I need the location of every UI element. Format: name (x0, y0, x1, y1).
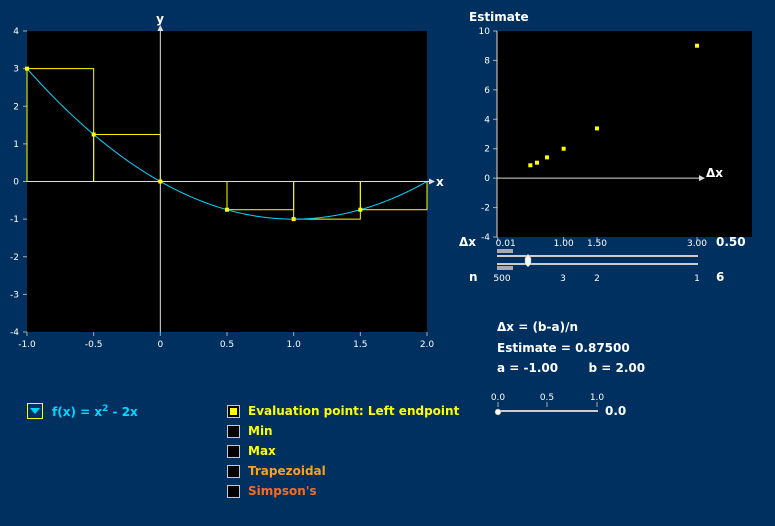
x-tick-label: 0 (157, 340, 163, 350)
eval-tick-label: 0.5 (540, 393, 554, 403)
option-evaluation-point-left-endpoint[interactable]: Evaluation point: Left endpoint (227, 403, 459, 419)
estimate-y-tick-label: 2 (484, 145, 490, 155)
n-tick-label: 1 (694, 274, 700, 284)
estimate-y-tick-label: 10 (479, 27, 491, 37)
y-tick-label: -4 (10, 328, 19, 338)
y-tick-label: -3 (10, 290, 19, 300)
estimate-x-tick-label: 3.00 (687, 239, 707, 249)
sample-point (358, 207, 363, 212)
y-tick-label: 4 (13, 27, 19, 37)
x-tick-label: -1.0 (18, 340, 36, 350)
option-label: Trapezoidal (248, 464, 326, 478)
dropdown-button[interactable] (27, 403, 43, 419)
x-tick-label: 0.5 (220, 340, 234, 350)
n-tick-label: 3 (560, 274, 566, 284)
estimate-y-tick-label: 0 (484, 174, 490, 184)
n-tick-label: 500 (493, 274, 510, 284)
estimate-y-tick-label: -4 (481, 233, 490, 243)
checkbox[interactable] (227, 464, 240, 478)
eval-tick-label: 0.0 (491, 393, 506, 403)
option-label: Evaluation point: Left endpoint (248, 404, 460, 418)
n-slider-value: 6 (716, 270, 724, 284)
option-min[interactable]: Min (227, 423, 273, 439)
option-simpson-s[interactable]: Simpson's (227, 483, 317, 499)
eval-slider-value: 0.0 (605, 404, 626, 418)
sample-point (225, 207, 229, 212)
eval-slider-thumb[interactable] (494, 408, 502, 416)
x-tick-label: 1.5 (353, 340, 367, 350)
y-tick-label: -1 (10, 215, 19, 225)
estimate-plot-area (497, 31, 752, 237)
function-label: f(x) = x2 - 2x (52, 403, 138, 419)
x-tick-label: 1.0 (287, 340, 302, 350)
estimate-title: Estimate (469, 10, 529, 24)
y-tick-label: 1 (13, 140, 19, 150)
n-slider-label: n (469, 270, 478, 284)
y-tick-label: 2 (13, 102, 19, 112)
sample-point (91, 132, 96, 137)
estimate-point (535, 160, 539, 165)
a-value: a = -1.00 (497, 361, 559, 375)
dx-slider-thumb[interactable] (524, 253, 532, 268)
estimate-x-tick-label: 0.01 (496, 239, 516, 249)
sample-point (291, 217, 296, 222)
option-label: Min (248, 424, 273, 438)
dx-n-slider[interactable] (497, 249, 698, 270)
estimate-x-axis-arrow-icon (699, 175, 705, 182)
y-tick-label: 3 (13, 65, 19, 75)
option-label: Max (248, 444, 276, 458)
estimate-y-tick-label: 4 (484, 115, 490, 125)
b-value: b = 2.00 (588, 361, 646, 375)
estimate-y-tick-label: 8 (484, 56, 490, 66)
eval-point-slider[interactable]: 0.0 0.5 1.0 0.0 (485, 388, 645, 418)
x-axis-label: x (436, 175, 444, 189)
estimate-point (595, 126, 599, 131)
checkbox[interactable] (227, 424, 240, 438)
eval-tick-label: 1.0 (590, 393, 605, 403)
checkbox[interactable] (227, 404, 240, 418)
estimate-y-tick-label: 6 (484, 86, 490, 96)
estimate-point (695, 43, 699, 48)
checkbox[interactable] (227, 484, 240, 498)
x-axis-arrow-icon (429, 178, 435, 185)
estimate-x-axis-label: Δx (706, 166, 723, 180)
estimate-x-tick-label: 1.00 (554, 239, 574, 249)
option-label: Simpson's (248, 484, 317, 498)
dx-definition: Δx = (b-a)/n (497, 320, 578, 334)
n-tick-label: 2 (594, 274, 600, 284)
option-trapezoidal[interactable]: Trapezoidal (227, 463, 326, 479)
y-tick-label: -2 (10, 253, 19, 263)
dx-slider-label: Δx (459, 235, 476, 249)
main-graph[interactable]: -1.0 -0.5 0 0.5 1.0 1.5 2.0 4 3 2 1 0 -1 -2 -3 -4 y x (0, 0, 460, 360)
y-tick-label: 0 (13, 178, 19, 188)
estimate-point (528, 163, 533, 168)
estimate-value: Estimate = 0.87500 (497, 341, 630, 355)
estimate-x-tick-label: 1.50 (587, 239, 607, 249)
function-selector[interactable]: f(x) = x2 - 2x (27, 403, 138, 419)
sample-point (158, 179, 163, 184)
option-max[interactable]: Max (227, 443, 276, 459)
estimate-point (545, 155, 549, 160)
estimate-y-tick-label: -2 (481, 204, 490, 214)
x-tick-label: 2.0 (420, 340, 435, 350)
estimate-point (561, 146, 566, 151)
y-axis-arrow-icon (157, 25, 164, 31)
y-axis-label: y (156, 12, 164, 26)
sample-point (25, 66, 29, 71)
x-tick-label: -0.5 (85, 340, 103, 350)
ab-values: a = -1.00 b = 2.00 (497, 361, 645, 375)
chevron-down-icon (30, 408, 40, 414)
dx-slider-value: 0.50 (716, 235, 746, 249)
checkbox[interactable] (227, 444, 240, 458)
